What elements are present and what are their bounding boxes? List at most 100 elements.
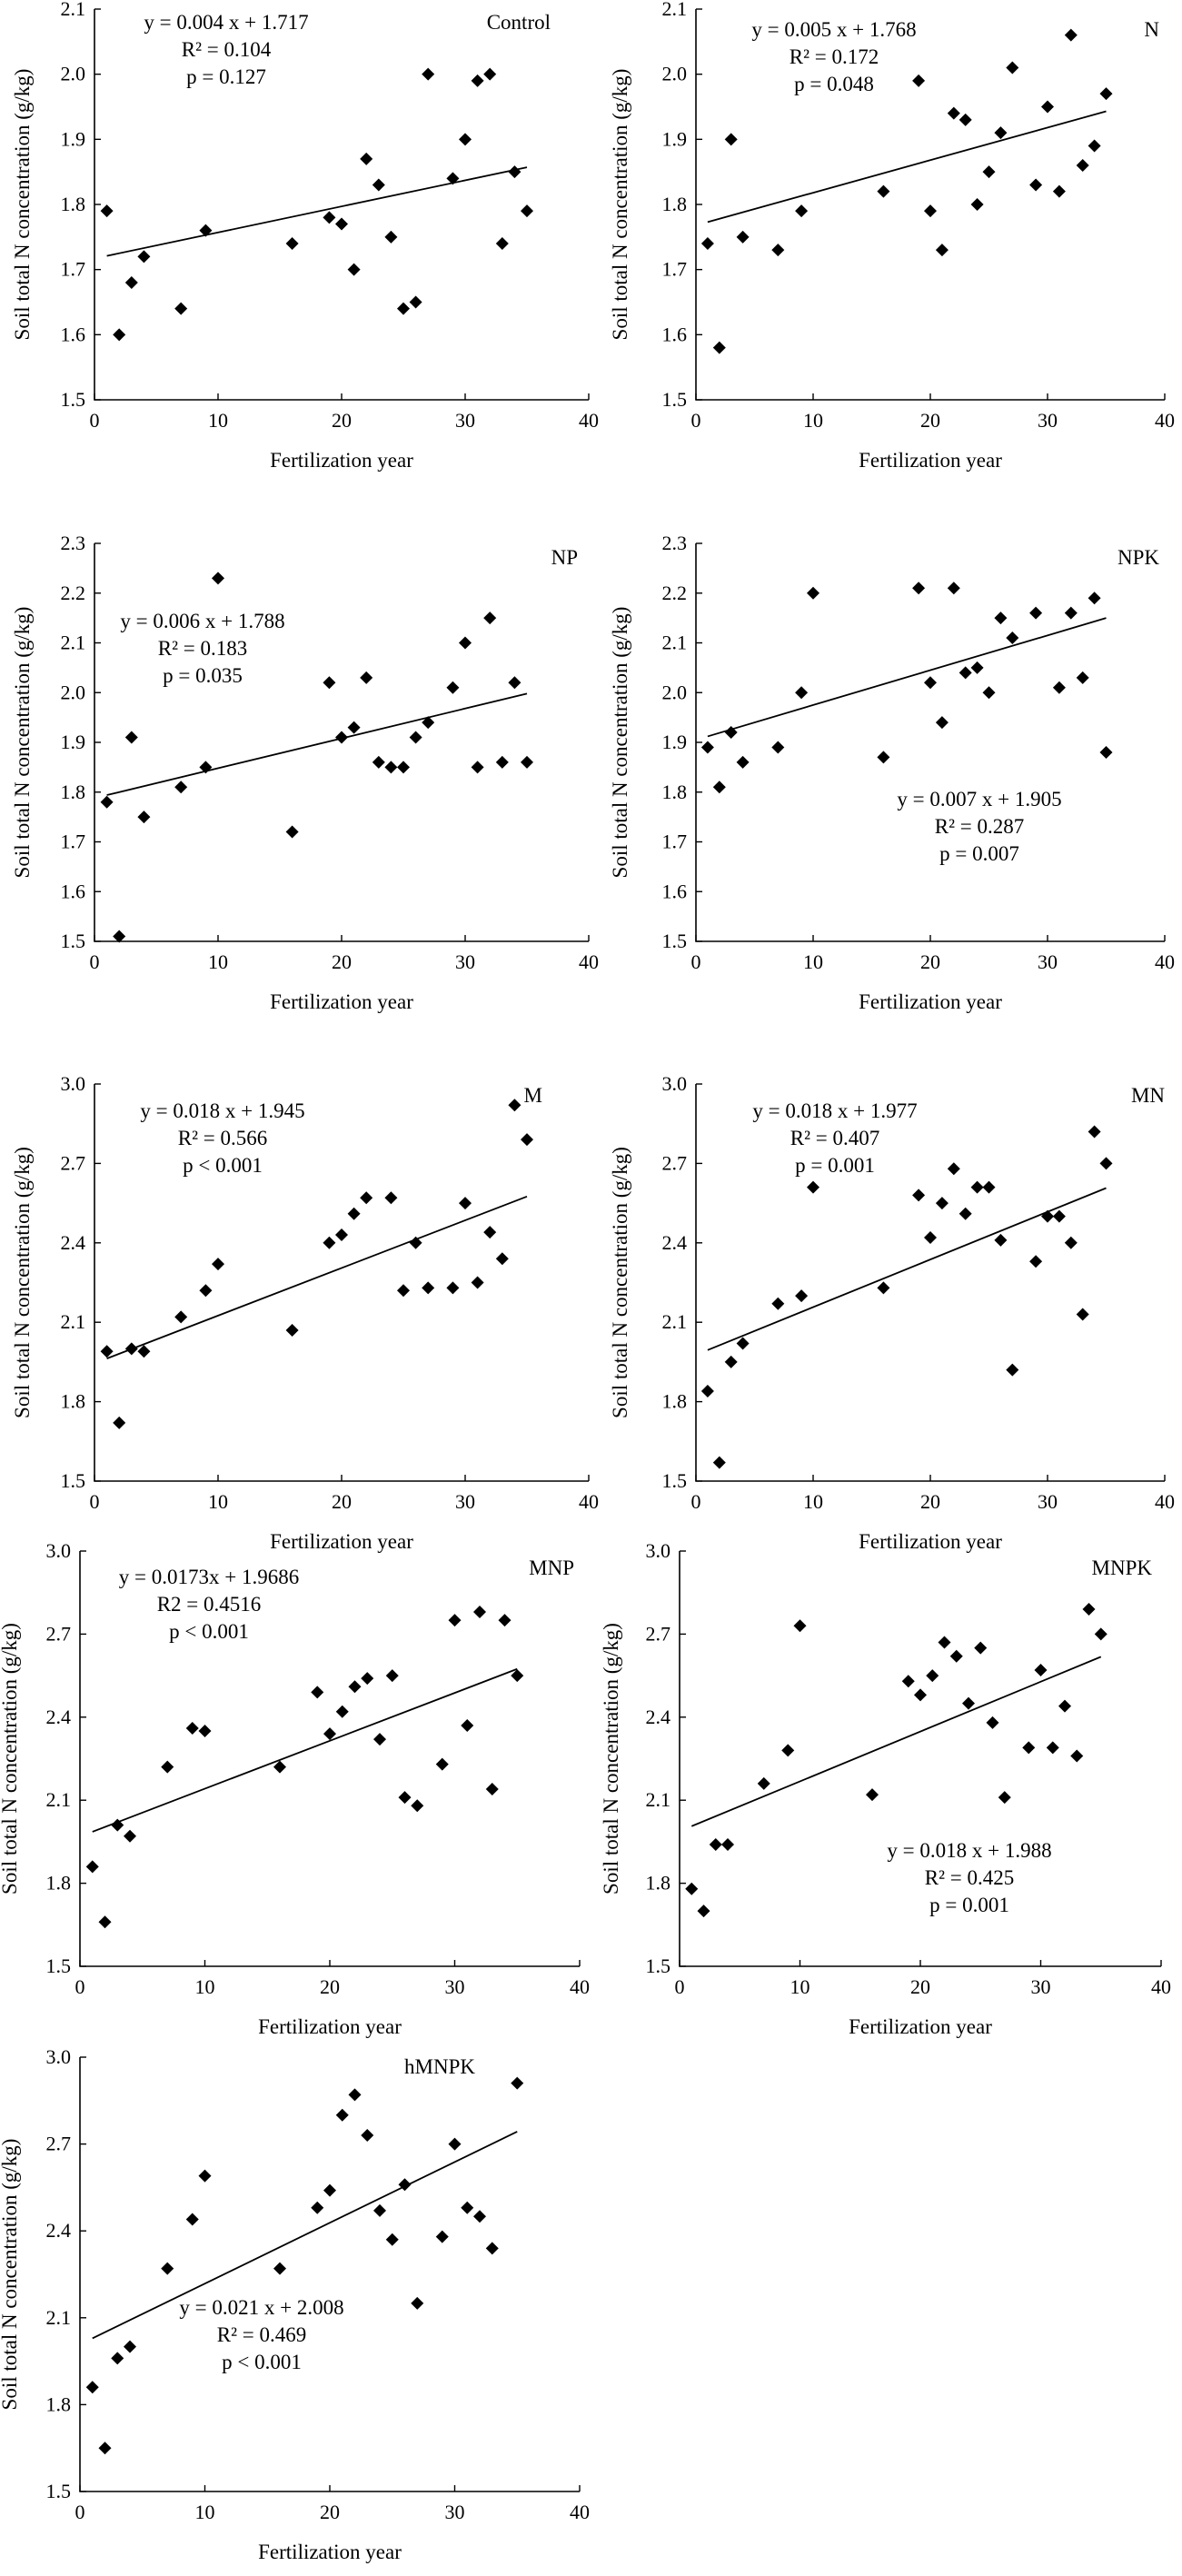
y-tick-label: 1.7 [61,258,86,281]
data-point [947,582,960,595]
scatter-panel-7: 1.5 1.8 2.1 2.4 2.7 3.0 0 10 20 30 40 Fertilization… [0,1539,590,2038]
data-point [398,1791,412,1805]
y-tick-label: 1.5 [662,930,688,952]
data-point [360,1191,373,1205]
data-point [373,1733,386,1746]
y-tick-label: 3.0 [662,1072,688,1095]
data-point [1029,178,1043,192]
data-point [1076,671,1089,684]
data-point [98,1915,112,1929]
data-point [124,1342,138,1356]
data-point [1041,1209,1054,1223]
data-point [335,1228,348,1242]
data-point [348,2088,362,2102]
scatter-panel-1: 1.5 1.6 1.7 1.8 1.9 2.0 2.1 0 10 20 30 40 Fertilizat… [11,0,599,472]
data-point [1052,184,1066,198]
y-tick-label: 2.0 [61,63,86,85]
y-axis-label: Soil total N concentration (g/kg) [0,2139,21,2411]
data-point [422,716,435,730]
data-point [1099,87,1113,101]
data-point [397,761,410,774]
data-point [1064,28,1078,42]
data-point [986,1716,999,1729]
data-point [199,761,213,774]
data-point [1022,1741,1036,1755]
y-tick-label: 1.5 [662,388,688,411]
data-point [1082,1602,1096,1616]
data-point [411,2296,424,2310]
data-point [994,126,1008,140]
data-point [712,1456,726,1469]
x-tick-label: 20 [920,950,940,973]
panel-title: hMNPK [404,2055,475,2078]
data-point [771,741,785,754]
x-tick-label: 10 [803,409,823,432]
data-point [924,676,937,690]
data-point [435,1757,449,1771]
x-tick-label: 0 [90,409,100,432]
x-tick-label: 30 [455,409,475,432]
data-point [974,1641,988,1655]
x-tick-label: 0 [675,1975,685,1998]
data-point [924,1230,937,1244]
data-point [947,106,960,120]
y-tick-label: 2.1 [662,1310,688,1333]
regression-line [707,1187,1107,1351]
data-point [994,612,1008,625]
y-axis-label: Soil total N concentration (g/kg) [609,1147,631,1418]
data-point [521,204,533,218]
data-point [446,1281,460,1295]
data-point [385,2233,399,2246]
data-point [712,341,726,354]
y-tick-label: 2.1 [61,0,86,20]
data-point [712,781,726,794]
data-point [347,1207,361,1220]
data-point [724,726,738,740]
scatter-panel-2: 1.5 1.6 1.7 1.8 1.9 2.0 2.1 0 10 20 30 40 Fertilizat… [609,0,1175,472]
y-tick-label: 3.0 [46,2045,72,2068]
data-point [700,741,714,754]
data-point [1099,1157,1113,1170]
y-tick-label: 1.7 [662,830,688,853]
data-point [137,811,151,824]
axes-frame [695,1084,1165,1482]
data-point [736,755,750,769]
regression-line [106,692,528,796]
data-point [323,1727,336,1741]
y-tick-label: 1.6 [61,323,86,345]
panel-title: MNP [529,1557,574,1579]
data-point [174,781,188,794]
regression-line [707,617,1107,738]
data-point [137,250,151,264]
data-point [1064,606,1078,620]
y-tick-label: 2.0 [662,63,688,85]
p-value: p = 0.035 [163,664,243,687]
data-point [521,1133,533,1147]
data-point [959,1207,972,1220]
x-tick-label: 0 [691,950,701,973]
y-tick-label: 1.8 [662,193,688,215]
x-tick-label: 40 [570,1975,590,1998]
x-tick-label: 30 [1038,409,1058,432]
y-tick-label: 1.5 [646,1954,671,1977]
data-point [361,1672,374,1686]
data-point [970,1180,984,1194]
y-tick-label: 1.6 [61,880,86,902]
y-tick-label: 2.4 [662,1231,688,1254]
data-point [483,67,497,81]
data-point [285,1323,299,1337]
data-point [912,1189,926,1202]
y-tick-label: 1.6 [662,880,688,902]
data-point [709,1837,722,1851]
data-point [511,2076,524,2090]
data-point [113,1416,126,1429]
scatter-panel-8: 1.5 1.8 2.1 2.4 2.7 3.0 0 10 20 30 40 Fertilization… [600,1539,1171,2038]
p-value: p < 0.001 [183,1154,263,1177]
y-tick-label: 3.0 [46,1539,72,1562]
data-point [1088,139,1101,153]
data-point [724,133,738,146]
axes-frame [79,2057,580,2492]
data-point [323,1236,336,1249]
data-point [137,1345,151,1358]
